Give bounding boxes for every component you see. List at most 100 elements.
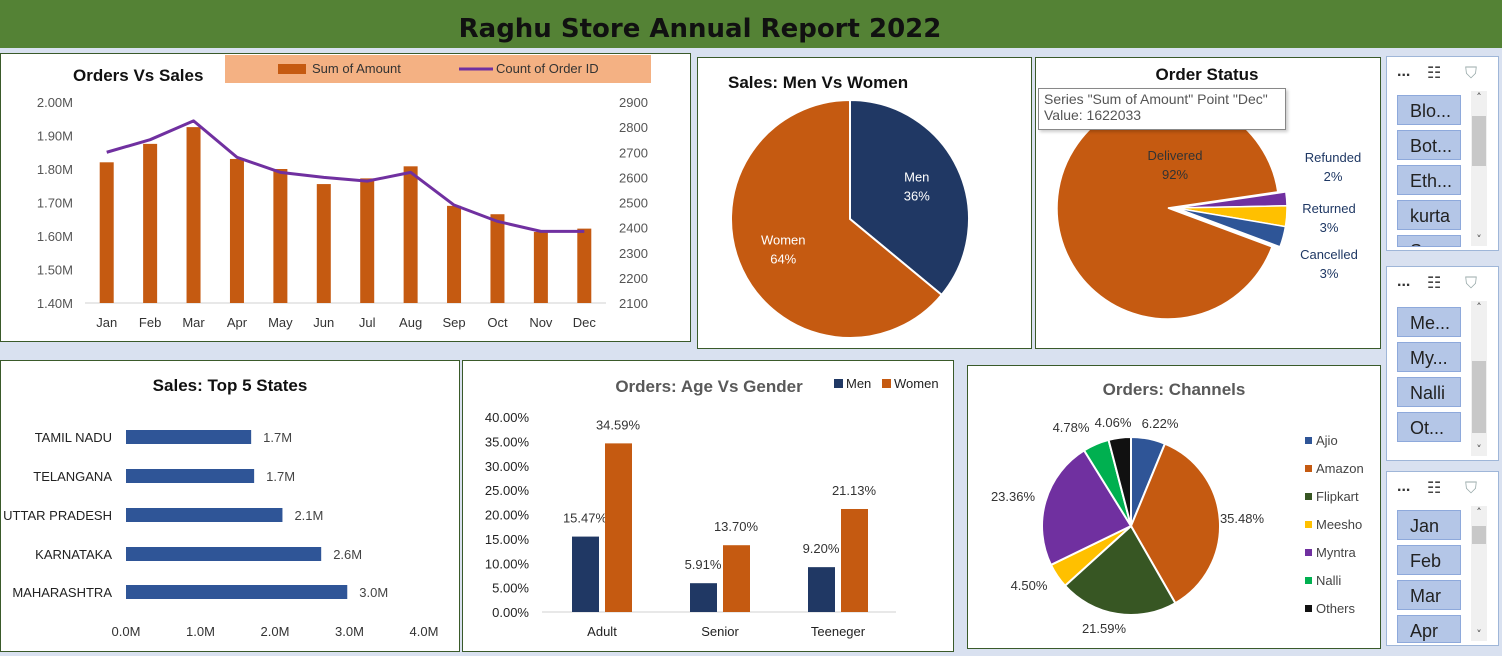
slicer-scrollbar[interactable]: ˄ ˅ <box>1471 91 1487 246</box>
bar <box>126 508 283 522</box>
slice-label: Returned <box>1302 201 1355 216</box>
age-gender-panel[interactable]: Orders: Age Vs Gender Men Women 0.00% 5.00% 1… <box>462 360 954 652</box>
channels-chart: Orders: Channels 6.22% 35.48% 21.59% 4.50% 23… <box>991 380 1364 636</box>
slicer-item[interactable]: My... <box>1397 342 1461 372</box>
scroll-down-icon[interactable]: ˅ <box>1476 628 1482 641</box>
x-tick-label: 4.0M <box>410 624 439 639</box>
y-tick-label: 1.50M <box>37 263 73 278</box>
x-tick-label: May <box>268 315 293 330</box>
men-vs-women-panel[interactable]: Sales: Men Vs Women Men 36% Women 64% <box>697 57 1032 349</box>
x-tick-label: Dec <box>573 315 597 330</box>
bar <box>186 127 201 303</box>
slice-value-label: 64% <box>770 251 796 266</box>
x-tick-label: Jun <box>313 315 334 330</box>
x-tick-label: Mar <box>182 315 205 330</box>
legend-swatch <box>1305 549 1312 556</box>
chart-title: Sales: Men Vs Women <box>728 73 908 92</box>
slicer-item[interactable]: Feb <box>1397 545 1461 575</box>
slicer-item[interactable]: Jan <box>1397 510 1461 540</box>
x-tick-label: Apr <box>227 315 248 330</box>
legend-swatch <box>1305 465 1312 472</box>
slicer-item[interactable]: Sar... <box>1397 235 1461 247</box>
channel-slicer[interactable]: ... ☷ ⛉ Me... My... Nalli Ot... ˄ ˅ <box>1386 266 1499 461</box>
slicer-item[interactable]: Bot... <box>1397 130 1461 160</box>
bar <box>572 536 599 612</box>
legend-label: Myntra <box>1316 545 1357 560</box>
data-label: 13.70% <box>714 519 759 534</box>
scroll-down-icon[interactable]: ˅ <box>1476 443 1482 456</box>
x-tick-label: Jul <box>359 315 376 330</box>
bar <box>605 443 632 612</box>
clear-filter-icon[interactable]: ⛉ <box>1465 478 1478 497</box>
y-tick-label: 1.70M <box>37 196 73 211</box>
slicer-scrollbar[interactable]: ˄ ˅ <box>1471 301 1487 456</box>
bar <box>403 166 418 303</box>
slicer-item[interactable]: Blo... <box>1397 95 1461 125</box>
header-banner: Raghu Store Annual Report 2022 <box>0 0 1502 48</box>
scroll-thumb[interactable] <box>1472 116 1486 166</box>
scroll-up-icon[interactable]: ˄ <box>1476 506 1482 519</box>
category-label: MAHARASHTRA <box>12 585 112 600</box>
scroll-thumb[interactable] <box>1472 526 1486 544</box>
clear-filter-icon[interactable]: ⛉ <box>1465 63 1478 82</box>
men-vs-women-chart: Sales: Men Vs Women Men 36% Women 64% <box>728 73 970 339</box>
data-label: 4.78% <box>1053 420 1090 435</box>
y2-tick-label: 2600 <box>619 170 648 185</box>
multi-select-icon[interactable]: ☷ <box>1427 273 1442 292</box>
more-options-icon[interactable]: ... <box>1397 478 1411 495</box>
order-status-chart: Order Status Delivered 92% Refunded 2% Return… <box>1056 65 1361 320</box>
channels-panel[interactable]: Orders: Channels 6.22% 35.48% 21.59% 4.50% 23… <box>967 365 1381 649</box>
more-options-icon[interactable]: ... <box>1397 273 1411 290</box>
month-slicer[interactable]: ... ☷ ⛉ Jan Feb Mar Apr ˄ ˅ <box>1386 471 1499 646</box>
pie-slice <box>1107 435 1132 527</box>
slicer-item[interactable]: Me... <box>1397 307 1461 337</box>
more-options-icon[interactable]: ... <box>1397 63 1411 80</box>
y-tick-label: 1.40M <box>37 296 73 311</box>
bar <box>126 585 348 599</box>
data-label: 6.22% <box>1142 416 1179 431</box>
data-label: 21.59% <box>1082 621 1127 636</box>
slicer-item[interactable]: Apr <box>1397 615 1461 643</box>
legend-label: Flipkart <box>1316 489 1359 504</box>
scroll-down-icon[interactable]: ˅ <box>1476 233 1482 246</box>
scroll-thumb[interactable] <box>1472 361 1486 433</box>
slicer-scrollbar[interactable]: ˄ ˅ <box>1471 506 1487 641</box>
category-slicer[interactable]: ... ☷ ⛉ Blo... Bot... Eth... kurta Sar..… <box>1386 56 1499 251</box>
clear-filter-icon[interactable]: ⛉ <box>1465 273 1478 292</box>
slicer-item[interactable]: Ot... <box>1397 412 1461 442</box>
legend-label: Ajio <box>1316 433 1338 448</box>
bar <box>447 205 462 303</box>
data-label: 5.91% <box>685 557 722 572</box>
pie-slice <box>1041 449 1133 567</box>
slice-value-label: 2% <box>1324 169 1343 184</box>
y2-tick-label: 2700 <box>619 145 648 160</box>
data-label: 21.13% <box>832 483 877 498</box>
pie-slice <box>730 98 944 339</box>
multi-select-icon[interactable]: ☷ <box>1427 63 1442 82</box>
line-series <box>106 119 585 233</box>
bar <box>577 228 592 303</box>
bar <box>316 184 331 303</box>
category-label: TELANGANA <box>33 469 112 484</box>
slicer-item[interactable]: kurta <box>1397 200 1461 230</box>
slicer-item[interactable]: Mar <box>1397 580 1461 610</box>
slicer-item[interactable]: Nalli <box>1397 377 1461 407</box>
multi-select-icon[interactable]: ☷ <box>1427 478 1442 497</box>
tooltip-value-line: Value: 1622033 <box>1044 107 1142 123</box>
slicer-item[interactable]: Eth... <box>1397 165 1461 195</box>
legend-label: Men <box>846 376 871 391</box>
orders-vs-sales-chart: Sum of Amount Count of Order ID Orders Vs … <box>37 55 651 330</box>
scroll-up-icon[interactable]: ˄ <box>1476 301 1482 314</box>
report-title: Raghu Store Annual Report 2022 <box>458 14 942 44</box>
data-label: 2.1M <box>294 508 323 523</box>
scroll-up-icon[interactable]: ˄ <box>1476 91 1482 104</box>
legend-label: Meesho <box>1316 517 1362 532</box>
orders-vs-sales-panel[interactable]: Sum of Amount Count of Order ID Orders Vs … <box>0 53 691 342</box>
legend-label: Count of Order ID <box>496 61 599 76</box>
legend-label: Others <box>1316 601 1356 616</box>
top-states-panel[interactable]: Sales: Top 5 States TAMIL NADU 1.7M TELANGA… <box>0 360 460 652</box>
x-tick-label: 1.0M <box>186 624 215 639</box>
x-tick-label: Sep <box>442 315 465 330</box>
legend-swatch <box>278 64 306 74</box>
data-label: 3.0M <box>359 585 388 600</box>
